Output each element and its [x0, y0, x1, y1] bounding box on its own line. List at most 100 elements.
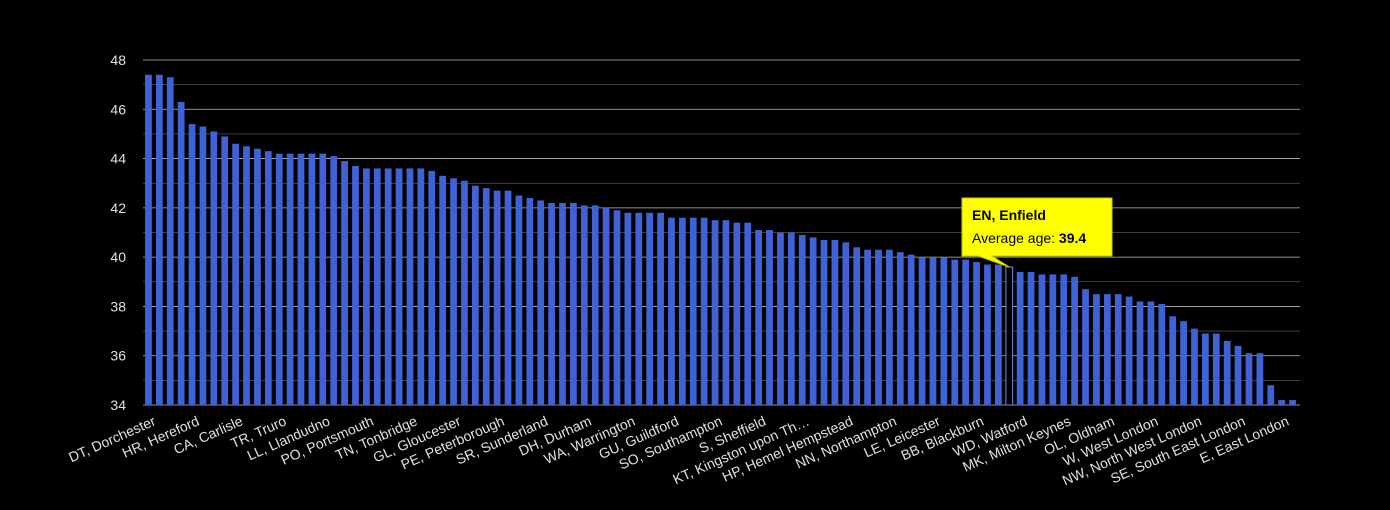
bar[interactable] — [493, 190, 501, 405]
bar[interactable] — [1071, 276, 1079, 405]
bar[interactable] — [689, 217, 697, 405]
bar[interactable] — [308, 153, 316, 405]
bar[interactable] — [504, 190, 512, 405]
bar[interactable] — [831, 239, 839, 405]
bar[interactable] — [613, 210, 621, 405]
bar[interactable] — [602, 207, 610, 405]
bar[interactable] — [744, 222, 752, 405]
bar[interactable] — [1093, 294, 1100, 405]
bar[interactable] — [210, 131, 218, 405]
bar[interactable] — [275, 153, 283, 405]
bar[interactable] — [166, 77, 174, 405]
bar[interactable] — [526, 198, 534, 405]
bar[interactable] — [373, 168, 381, 405]
bar[interactable] — [1049, 274, 1057, 405]
bar[interactable] — [580, 205, 588, 405]
bar[interactable] — [1289, 400, 1296, 405]
bar[interactable] — [177, 101, 185, 406]
bar[interactable] — [297, 153, 305, 405]
bar[interactable] — [994, 264, 1002, 405]
bar[interactable] — [406, 168, 414, 405]
bar[interactable] — [635, 212, 643, 405]
bar[interactable] — [1060, 274, 1068, 405]
bar[interactable] — [907, 254, 915, 405]
bar[interactable] — [243, 146, 250, 405]
bar[interactable] — [657, 212, 664, 405]
bar[interactable] — [352, 165, 359, 405]
bar[interactable] — [1256, 353, 1264, 405]
bar[interactable] — [842, 242, 850, 405]
bar[interactable] — [591, 205, 599, 405]
bar[interactable] — [145, 74, 152, 406]
bar[interactable] — [1082, 289, 1089, 405]
bar[interactable] — [1038, 274, 1046, 405]
bar[interactable] — [1103, 294, 1111, 405]
bar[interactable] — [940, 257, 948, 405]
bar[interactable] — [678, 217, 686, 405]
bar[interactable] — [777, 232, 784, 406]
bar[interactable] — [395, 168, 403, 405]
bar[interactable] — [450, 178, 457, 405]
bar[interactable] — [984, 264, 991, 405]
bar[interactable] — [188, 124, 196, 406]
bar[interactable] — [1245, 353, 1253, 405]
bar[interactable] — [199, 126, 207, 406]
bar[interactable] — [1212, 333, 1220, 405]
bar[interactable] — [798, 234, 806, 405]
bar[interactable] — [1191, 328, 1198, 405]
bar[interactable] — [1234, 345, 1242, 405]
bar[interactable] — [973, 262, 980, 405]
bar[interactable] — [1158, 303, 1166, 405]
bar[interactable] — [766, 230, 773, 405]
bar[interactable] — [1005, 266, 1014, 406]
bar[interactable] — [711, 220, 719, 405]
bar[interactable] — [809, 237, 817, 405]
bar[interactable] — [820, 239, 828, 405]
bar[interactable] — [428, 170, 436, 405]
bar[interactable] — [471, 185, 479, 405]
bar[interactable] — [515, 195, 523, 405]
bar[interactable] — [264, 151, 272, 405]
bar[interactable] — [537, 200, 545, 405]
bar[interactable] — [1147, 301, 1155, 406]
bar[interactable] — [875, 249, 882, 405]
bar[interactable] — [1136, 301, 1144, 406]
bar[interactable] — [1267, 385, 1275, 405]
bar[interactable] — [417, 168, 425, 405]
bar[interactable] — [886, 249, 893, 405]
bar[interactable] — [918, 257, 926, 405]
bar[interactable] — [155, 74, 163, 406]
bar[interactable] — [461, 180, 468, 405]
bar[interactable] — [341, 161, 348, 405]
bar[interactable] — [896, 252, 904, 405]
bar[interactable] — [1223, 340, 1231, 405]
bar[interactable] — [439, 175, 447, 405]
bar[interactable] — [548, 202, 555, 405]
bar[interactable] — [384, 168, 392, 405]
bar[interactable] — [1202, 333, 1209, 405]
bar[interactable] — [700, 217, 708, 405]
bar[interactable] — [722, 220, 730, 405]
bar[interactable] — [1278, 400, 1286, 405]
bar[interactable] — [755, 230, 763, 405]
bar[interactable] — [330, 156, 338, 405]
bar[interactable] — [1125, 296, 1133, 405]
bar[interactable] — [787, 232, 795, 406]
bar[interactable] — [864, 249, 871, 405]
bar[interactable] — [254, 148, 261, 405]
bar[interactable] — [929, 257, 937, 405]
bar[interactable] — [733, 222, 741, 405]
bar[interactable] — [1016, 271, 1024, 405]
bar[interactable] — [668, 217, 675, 405]
bar[interactable] — [853, 247, 861, 405]
bar[interactable] — [1169, 316, 1177, 405]
bar[interactable] — [624, 212, 632, 405]
bar[interactable] — [1114, 294, 1122, 405]
bar[interactable] — [221, 136, 229, 405]
bar[interactable] — [1180, 321, 1187, 405]
bar[interactable] — [646, 212, 654, 405]
bar[interactable] — [286, 153, 294, 405]
bar[interactable] — [232, 143, 239, 406]
bar[interactable] — [1027, 271, 1035, 405]
bar[interactable] — [559, 202, 566, 405]
